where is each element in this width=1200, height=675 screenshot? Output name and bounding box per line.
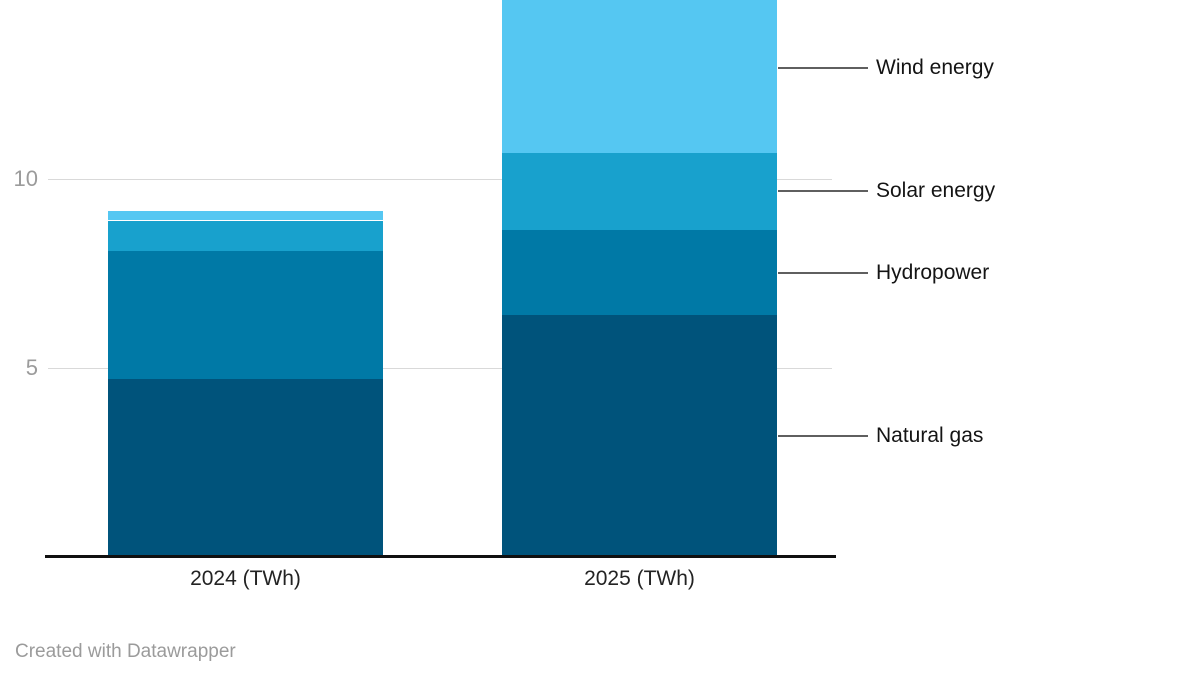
- bar-segment-solar-energy-2025-twh-: [502, 152, 777, 230]
- bar-segment-wind-energy-2025-twh-: [502, 0, 777, 153]
- legend-connector-solar-energy: [778, 190, 868, 192]
- datawrapper-credit: Created with Datawrapper: [15, 641, 236, 662]
- y-tick-label-10: 10: [13, 166, 38, 191]
- bar-segment-hydropower-2025-twh-: [502, 230, 777, 315]
- legend-label-natural-gas: Natural gas: [876, 424, 984, 447]
- legend-connector-wind-energy: [778, 67, 868, 69]
- bar-segment-solar-energy-2024-twh-: [108, 220, 383, 251]
- bar-segment-wind-energy-2024-twh-: [108, 211, 383, 221]
- x-axis-label-2024-twh-: 2024 (TWh): [190, 567, 301, 590]
- legend-label-solar-energy: Solar energy: [876, 179, 996, 202]
- x-axis-line: [45, 555, 836, 558]
- gridline-10: [48, 179, 832, 180]
- legend-connector-natural-gas: [778, 435, 868, 437]
- legend-connector-hydropower: [778, 272, 868, 274]
- bar-segment-hydropower-2024-twh-: [108, 250, 383, 380]
- legend-label-hydropower: Hydropower: [876, 261, 990, 284]
- y-tick-label-5: 5: [25, 355, 38, 380]
- bar-segment-natural-gas-2024-twh-: [108, 379, 383, 557]
- legend-label-wind-energy: Wind energy: [876, 56, 994, 79]
- bar-segment-natural-gas-2025-twh-: [502, 315, 777, 557]
- x-axis-label-2025-twh-: 2025 (TWh): [584, 567, 695, 590]
- gridline-5: [48, 368, 832, 369]
